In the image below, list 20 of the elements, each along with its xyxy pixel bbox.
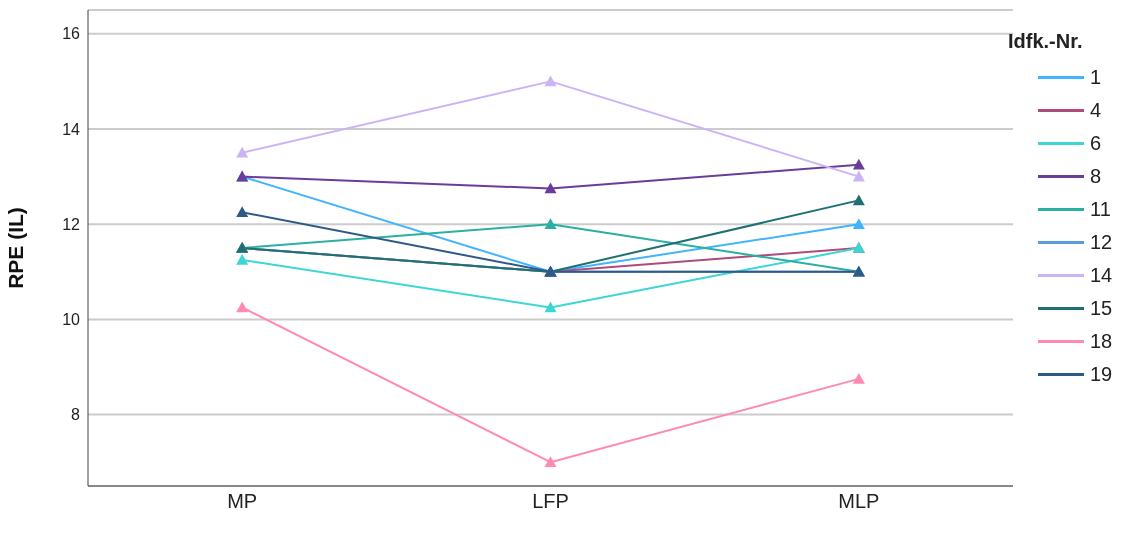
legend-label: 1 [1090, 66, 1102, 89]
legend-label: 4 [1090, 99, 1102, 122]
legend-label: 15 [1090, 297, 1113, 320]
x-tick-label: MLP [838, 490, 880, 513]
legend-label: 19 [1090, 363, 1113, 386]
legend-label: 14 [1090, 264, 1113, 287]
legend-label: 18 [1090, 330, 1113, 353]
y-tick-label: 12 [62, 215, 81, 233]
legend-label: 12 [1090, 231, 1113, 254]
x-tick-label: LFP [532, 490, 569, 513]
legend-label: 8 [1090, 165, 1102, 188]
legend-title: Idfk.-Nr. [1008, 30, 1084, 53]
x-tick-label: MP [227, 490, 258, 513]
y-tick-label: 16 [62, 25, 81, 43]
y-tick-label: 8 [71, 406, 81, 424]
y-tick-label: 10 [62, 311, 81, 329]
legend-label: 11 [1090, 198, 1111, 221]
y-axis-title: RPE (IL) [4, 207, 28, 289]
y-tick-label: 14 [62, 120, 81, 138]
legend-label: 6 [1090, 132, 1102, 155]
